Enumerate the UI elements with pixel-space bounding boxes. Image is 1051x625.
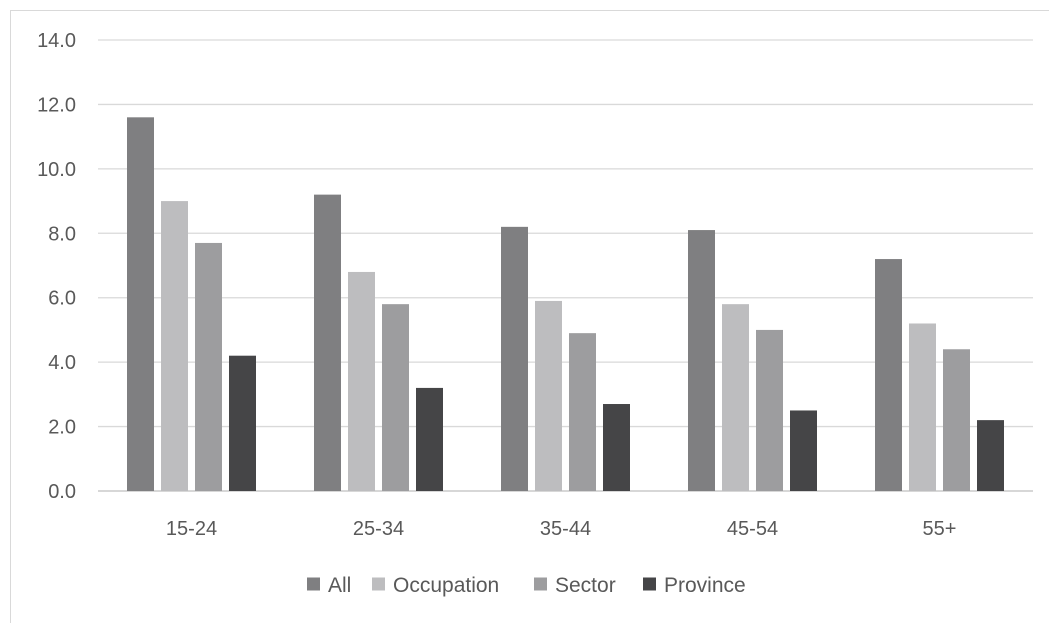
x-category-label: 35-44 bbox=[540, 518, 591, 540]
bar-occupation-55+ bbox=[909, 323, 936, 491]
legend-label-occupation: Occupation bbox=[393, 574, 499, 597]
x-axis: 15-24 25-34 35-44 45-54 55+ bbox=[166, 518, 957, 540]
y-axis-ticks: 0.0 2.0 4.0 6.0 8.0 10.0 12.0 14.0 bbox=[37, 30, 76, 503]
x-category-label: 25-34 bbox=[353, 518, 404, 540]
bar-sector-15-24 bbox=[195, 242, 222, 491]
bar-province-45-54 bbox=[790, 410, 817, 491]
bar-all-45-54 bbox=[688, 230, 715, 492]
y-tick-label: 2.0 bbox=[48, 417, 76, 439]
bar-sector-55+ bbox=[943, 349, 970, 491]
y-tick-label: 12.0 bbox=[37, 94, 76, 116]
legend-swatch-all bbox=[307, 577, 320, 591]
y-tick-label: 4.0 bbox=[48, 352, 76, 374]
bar-province-15-24 bbox=[229, 355, 256, 491]
y-tick-label: 6.0 bbox=[48, 288, 76, 310]
bar-sector-25-34 bbox=[382, 304, 409, 491]
legend-swatch-occupation bbox=[372, 577, 385, 591]
legend-swatch-sector bbox=[534, 577, 547, 591]
x-category-label: 55+ bbox=[923, 518, 957, 540]
legend: All Occupation Sector Province bbox=[307, 574, 746, 597]
bar-province-25-34 bbox=[416, 387, 443, 491]
legend-label-sector: Sector bbox=[555, 574, 616, 597]
y-tick-label: 10.0 bbox=[37, 159, 76, 181]
bar-all-25-34 bbox=[314, 194, 341, 491]
y-tick-label: 8.0 bbox=[48, 223, 76, 245]
x-category-label: 15-24 bbox=[166, 518, 217, 540]
bar-occupation-25-34 bbox=[348, 271, 375, 491]
legend-label-all: All bbox=[328, 574, 351, 597]
y-tick-label: 14.0 bbox=[37, 30, 76, 52]
bar-all-15-24 bbox=[127, 117, 154, 492]
bar-sector-45-54 bbox=[756, 329, 783, 491]
bar-province-55+ bbox=[977, 420, 1004, 491]
bar-sector-35-44 bbox=[569, 333, 596, 491]
y-tick-label: 0.0 bbox=[48, 481, 76, 503]
x-category-label: 45-54 bbox=[727, 518, 778, 540]
bar-all-55+ bbox=[875, 259, 902, 491]
bar-occupation-45-54 bbox=[722, 304, 749, 491]
legend-swatch-province bbox=[643, 577, 656, 591]
bar-occupation-35-44 bbox=[535, 300, 562, 491]
chart-frame bbox=[10, 10, 1049, 623]
bar-all-35-44 bbox=[501, 226, 528, 492]
bar-occupation-15-24 bbox=[161, 201, 188, 492]
bars bbox=[127, 117, 1004, 492]
bar-province-35-44 bbox=[603, 404, 630, 491]
legend-label-province: Province bbox=[664, 574, 746, 597]
